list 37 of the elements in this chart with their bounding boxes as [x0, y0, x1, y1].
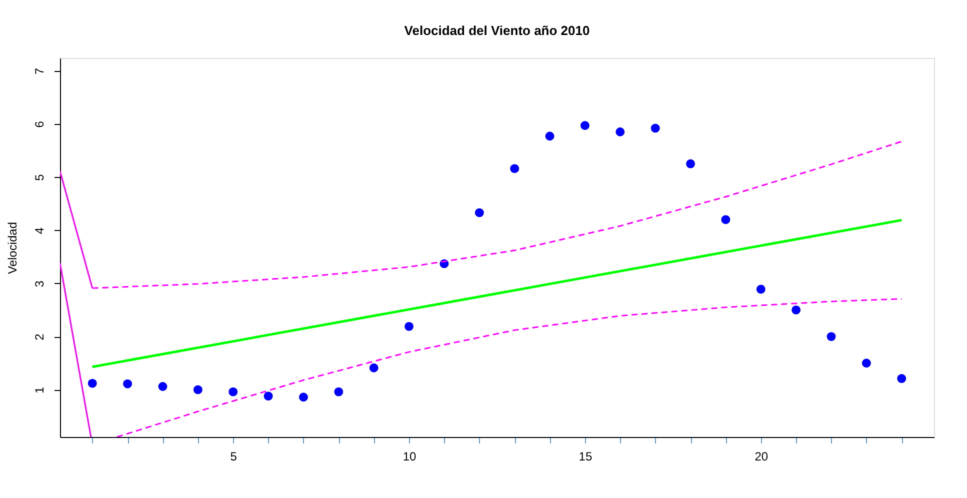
- x-tick-label: 15: [578, 450, 592, 464]
- point: [756, 284, 766, 294]
- point: [299, 392, 308, 402]
- point: [862, 358, 871, 368]
- point: [826, 332, 836, 341]
- y-tick-label: 3: [32, 280, 46, 288]
- chart-title: Velocidad del Viento año 2010: [404, 23, 590, 38]
- point: [228, 387, 238, 396]
- point: [88, 378, 97, 388]
- point: [721, 215, 730, 224]
- point: [123, 379, 132, 388]
- point: [334, 387, 344, 396]
- y-tick-label: 4: [32, 227, 46, 234]
- x-tick-label: 20: [754, 450, 768, 464]
- y-tick-label: 7: [32, 68, 46, 75]
- point: [650, 124, 660, 133]
- y-tick-label: 2: [32, 333, 46, 340]
- point: [193, 385, 202, 394]
- line-series: [116, 298, 902, 437]
- point: [510, 164, 520, 174]
- x-tick-label: 5: [230, 450, 238, 464]
- point: [897, 374, 906, 383]
- point: [792, 305, 801, 314]
- point: [264, 392, 273, 401]
- y-tick-label: 1: [32, 386, 46, 394]
- point: [404, 322, 414, 331]
- point: [616, 127, 625, 136]
- y-axis-title: Velocidad: [6, 222, 20, 274]
- point: [545, 132, 554, 141]
- y-tick-label: 6: [32, 120, 46, 128]
- point: [369, 363, 378, 372]
- point: [158, 382, 168, 391]
- point: [686, 159, 695, 168]
- y-tick-label: 5: [32, 174, 46, 181]
- point: [474, 208, 484, 218]
- x-tick-label: 10: [402, 450, 417, 464]
- point: [580, 121, 590, 130]
